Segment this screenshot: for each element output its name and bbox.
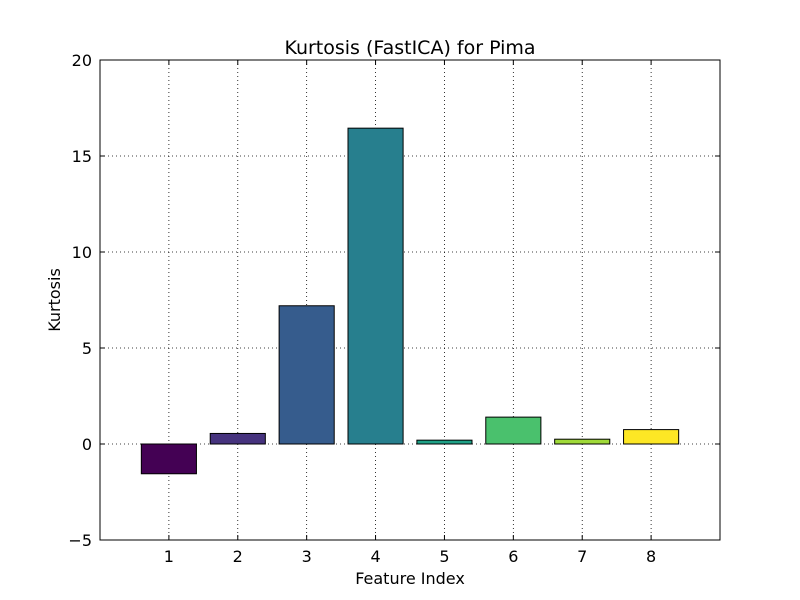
x-tick-label: 3 [302,547,312,566]
y-tick-label: −5 [68,531,92,550]
ticks: 1 2 3 4 5 6 7 8 −5 0 5 10 15 20 [68,51,720,566]
y-axis-label: Kurtosis [45,268,64,332]
x-tick-label: 6 [508,547,518,566]
grid [100,60,720,540]
y-tick-label: 5 [82,339,92,358]
x-tick-label: 7 [577,547,587,566]
y-tick-label: 20 [72,51,92,70]
chart-title: Kurtosis (FastICA) for Pima [284,37,535,59]
bar-3 [278,305,335,445]
bar-1 [140,443,197,475]
x-tick-label: 8 [646,547,656,566]
x-tick-label: 2 [233,547,243,566]
y-tick-label: 0 [82,435,92,454]
bars [140,127,680,475]
x-tick-label: 5 [439,547,449,566]
plot-area-frame [99,59,721,541]
bar-7 [554,438,611,445]
x-tick-label: 1 [164,547,174,566]
x-axis-label: Feature Index [355,569,465,588]
y-tick-label: 10 [72,243,92,262]
bar-8 [623,429,680,445]
bar-4 [347,127,404,445]
bar-2 [209,432,266,445]
bar-6 [485,416,542,445]
y-tick-label: 15 [72,147,92,166]
bar-5 [416,439,473,445]
x-tick-label: 4 [370,547,380,566]
